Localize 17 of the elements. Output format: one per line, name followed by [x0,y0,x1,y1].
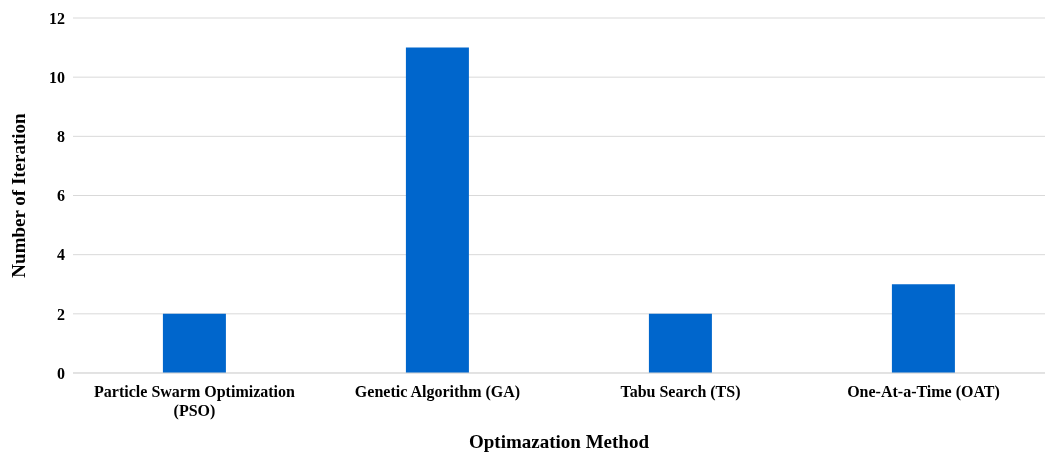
y-tick-label: 2 [57,305,65,323]
y-axis-title: Number of Iteration [7,112,29,278]
y-tick-label: 8 [57,128,65,146]
bar [648,313,712,373]
x-tick-label: Tabu Search (TS) [620,383,741,401]
y-tick-label: 12 [49,9,65,27]
y-tick-label: 10 [49,68,65,86]
y-tick-label: 4 [57,246,65,264]
bar [405,47,469,373]
y-tick-label: 0 [57,364,65,382]
x-tick-label: Particle Swarm Optimization (PSO) [94,383,296,420]
x-tick-label: One-At-a-Time (OAT) [847,383,1000,401]
y-tick-label: 6 [57,187,65,205]
x-tick-label: Genetic Algorithm (GA) [354,383,521,401]
bar [891,284,955,373]
x-axis-title: Optimazation Method [469,431,650,452]
bar [162,313,226,373]
